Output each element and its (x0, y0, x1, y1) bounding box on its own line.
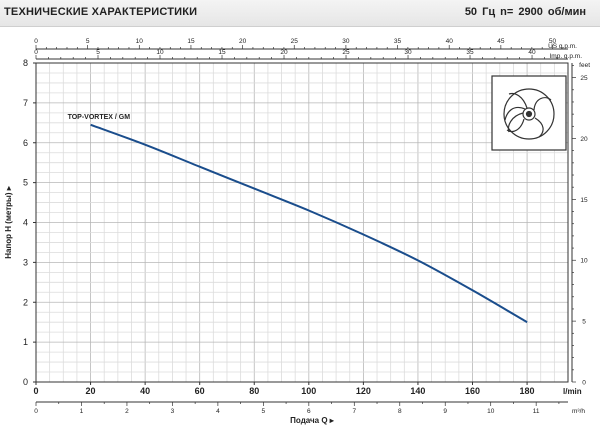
usgpm-tick-label: 40 (446, 38, 454, 45)
m3h-tick-label: 11 (533, 408, 540, 415)
m3h-unit-label: m³/h (572, 408, 585, 415)
usgpm-tick-label: 0 (34, 38, 38, 45)
m3h-tick-label: 4 (216, 408, 220, 415)
m3h-tick-label: 3 (171, 408, 175, 415)
lpm-unit-label: l/min (563, 387, 582, 396)
usgpm-tick-label: 45 (497, 38, 505, 45)
x-tick-label: 160 (465, 386, 480, 396)
m3h-tick-label: 8 (398, 408, 402, 415)
m3h-tick-label: 5 (262, 408, 266, 415)
m3h-tick-label: 9 (443, 408, 447, 415)
header-bar: ТЕХНИЧЕСКИЕ ХАРАКТЕРИСТИКИ 50 Гц n= 2900… (0, 0, 600, 27)
x-tick-label: 80 (249, 386, 259, 396)
m3h-tick-label: 0 (34, 408, 38, 415)
x-axis-label: Подача Q ▸ (290, 416, 335, 425)
impgpm-unit-label: Imp. g.p.m. (549, 53, 582, 60)
feet-tick-label: 15 (580, 197, 588, 204)
page-title: ТЕХНИЧЕСКИЕ ХАРАКТЕРИСТИКИ (4, 6, 198, 18)
x-tick-label: 140 (410, 386, 425, 396)
usgpm-tick-label: 20 (239, 38, 247, 45)
feet-tick-label: 0 (582, 380, 586, 387)
x-tick-label: 180 (520, 386, 535, 396)
feet-tick-label: 5 (582, 319, 586, 326)
y-tick-label: 0 (23, 377, 28, 387)
feet-tick-label: 25 (580, 75, 588, 82)
usgpm-tick-label: 30 (342, 38, 350, 45)
impgpm-tick-label: 5 (96, 49, 100, 56)
feet-tick-label: 10 (580, 258, 588, 265)
y-tick-label: 5 (23, 178, 28, 188)
usgpm-tick-label: 35 (394, 38, 402, 45)
impgpm-tick-label: 25 (342, 49, 350, 56)
m3h-tick-label: 10 (487, 408, 495, 415)
impgpm-tick-label: 40 (528, 49, 536, 56)
usgpm-tick-label: 15 (187, 38, 195, 45)
feet-unit-label: feet (579, 62, 590, 69)
y-tick-label: 3 (23, 257, 28, 267)
impgpm-tick-label: 20 (280, 49, 288, 56)
x-tick-label: 40 (140, 386, 150, 396)
y-tick-label: 8 (23, 58, 28, 68)
m3h-tick-label: 6 (307, 408, 311, 415)
y-axis-label: Напор H (метры) ▸ (4, 185, 13, 259)
performance-chart: TOP-VORTEX / GM 0123456780510152025feet0… (4, 38, 590, 425)
impgpm-tick-label: 10 (156, 49, 164, 56)
y-tick-label: 4 (23, 218, 28, 228)
y-tick-label: 6 (23, 138, 28, 148)
series-top-vortex-gm-line (90, 123, 528, 324)
usgpm-tick-label: 10 (136, 38, 144, 45)
series-top-vortex-gm-label: TOP-VORTEX / GM (68, 114, 131, 121)
impeller-icon (503, 88, 555, 140)
y-tick-label: 2 (23, 297, 28, 307)
x-tick-label: 20 (86, 386, 96, 396)
grid (35, 62, 569, 383)
usgpm-tick-label: 5 (86, 38, 90, 45)
impgpm-tick-label: 15 (218, 49, 226, 56)
x-tick-label: 120 (356, 386, 371, 396)
usgpm-tick-label: 25 (291, 38, 299, 45)
x-tick-label: 60 (195, 386, 205, 396)
impgpm-tick-label: 35 (466, 49, 474, 56)
impgpm-tick-label: 0 (34, 49, 38, 56)
usgpm-unit-label: US g.p.m. (548, 43, 577, 50)
m3h-tick-label: 1 (80, 408, 84, 415)
feet-tick-label: 20 (580, 136, 588, 143)
x-tick-label: 100 (301, 386, 316, 396)
m3h-tick-label: 7 (352, 408, 356, 415)
y-tick-label: 7 (23, 98, 28, 108)
impeller-inset (491, 75, 567, 151)
y-tick-label: 1 (23, 337, 28, 347)
usgpm-tick-label: 50 (549, 38, 557, 45)
spec-label: 50 Гц n= 2900 об/мин (464, 6, 586, 18)
impgpm-tick-label: 30 (404, 49, 412, 56)
x-tick-label: 0 (33, 386, 38, 396)
m3h-tick-label: 2 (125, 408, 129, 415)
